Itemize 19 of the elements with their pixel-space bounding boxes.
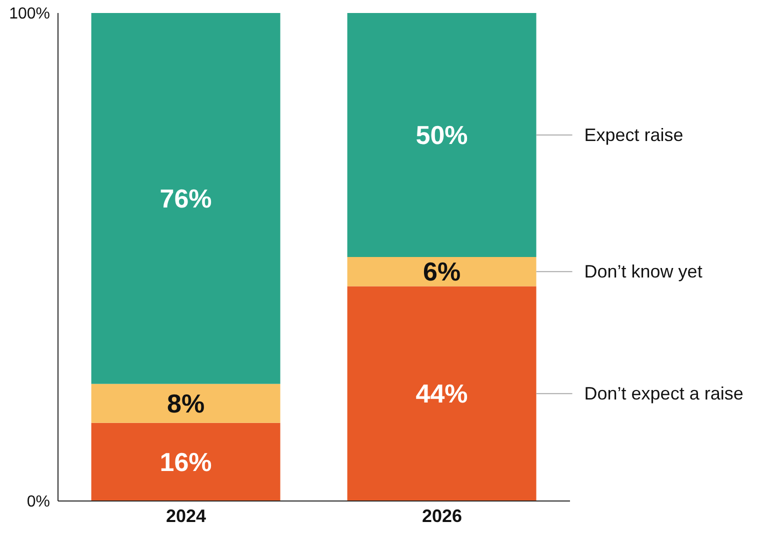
data-label: 50%	[416, 120, 468, 150]
text: Don’t know yet	[584, 262, 702, 282]
data-label: 16%	[160, 446, 212, 477]
data-label: 76%	[160, 183, 212, 214]
x-tick-label: 2026	[422, 506, 462, 526]
x-tick-label: 2024	[166, 506, 206, 526]
bar	[347, 257, 536, 286]
text: Expect raise	[584, 125, 684, 145]
data-label: 6%	[422, 256, 461, 287]
bar	[347, 286, 536, 501]
data-label: 8%	[166, 388, 205, 418]
bar	[91, 422, 280, 501]
text: Don’t expect a raise	[584, 384, 744, 404]
y-tick-label: 100%	[9, 6, 50, 23]
data-label: 44%	[416, 378, 468, 409]
bar	[91, 384, 280, 423]
bar	[91, 13, 280, 384]
y-tick-label: 0%	[26, 494, 50, 511]
bar	[347, 13, 536, 257]
